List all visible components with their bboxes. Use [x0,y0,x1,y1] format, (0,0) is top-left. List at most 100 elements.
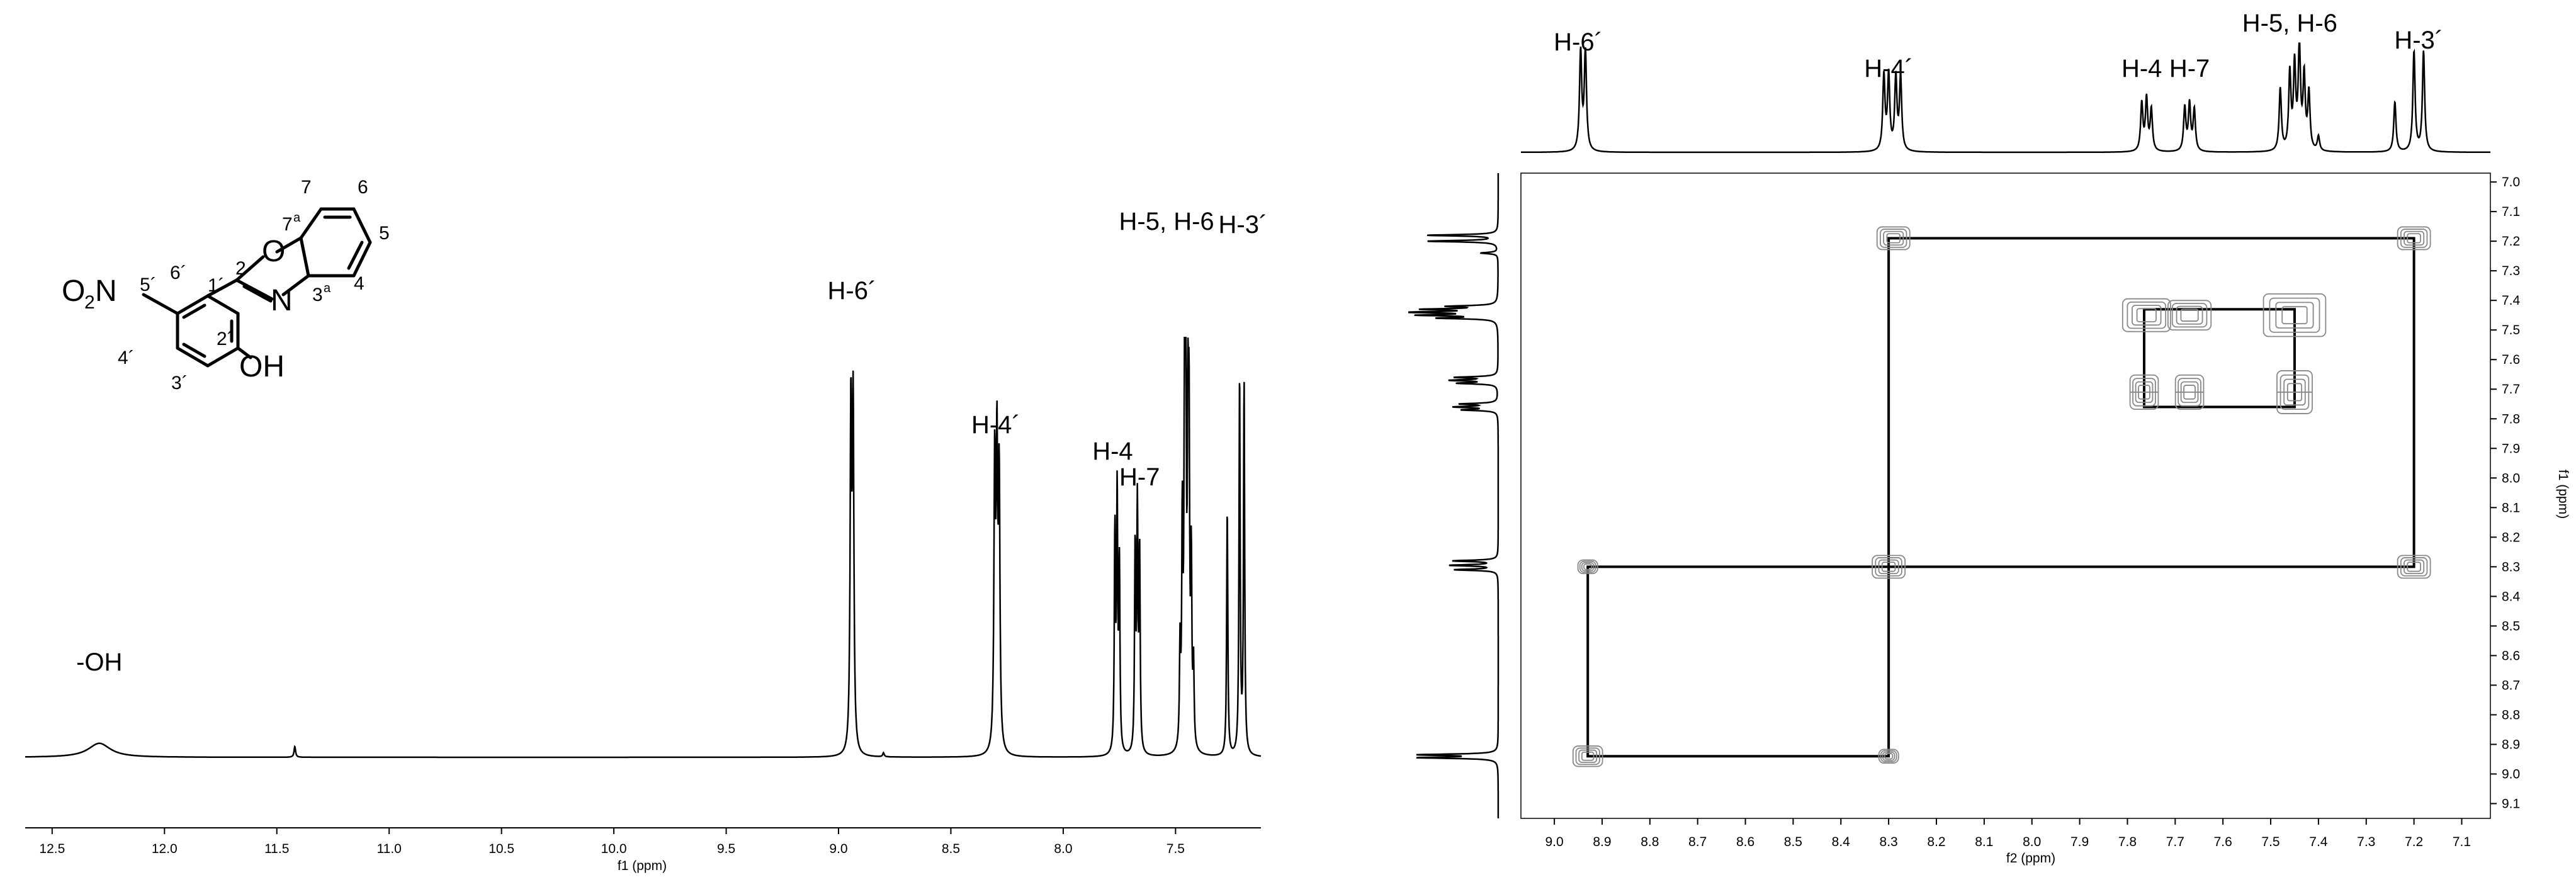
nitro-n-label: N [95,274,117,308]
f2-tick-label: 8.5 [1784,835,1802,849]
f1-tick-label: 11.0 [377,842,402,856]
contour-ring [2180,308,2199,322]
f1-tick-label: 7.5 [1167,842,1185,856]
cross-peak [1878,749,1899,764]
f2-axis-ticks [1554,818,2463,825]
peak-label: H-5, H-6 [1119,208,1214,235]
f1-tick-label: 7.3 [2502,264,2520,278]
f2-tick-label: 8.3 [1880,835,1898,849]
projection-peak-label: H-6´ [1554,28,1603,56]
f1-tick-label: 9.1 [2502,796,2520,811]
atom-label-6: 6 [358,177,368,198]
hydroxyl-label: OH [239,350,285,383]
projection-peak-label: H-7 [2169,55,2210,82]
contour-ring [2400,557,2428,577]
contour-ring [2176,305,2203,325]
f2-tick-label: 8.6 [1736,835,1754,849]
contour-ring [1579,560,1596,573]
contour-ring [1880,750,1897,762]
cross-peak [2174,374,2205,410]
atom-label-3prime: 3´ [171,373,188,393]
contour-ring [2275,302,2314,329]
molecule-structure: O 2 N 5´ 6´ 4´ 3´ 1´ 2´ OH 2 O N 7 a 3 a… [62,177,390,393]
peak-annotations: -OH H-6´ H-4´ H-4H-7 H-5, H-6 H-3´ [76,208,1267,676]
contour-ring [2407,562,2421,572]
atom-label-4: 4 [354,273,364,294]
contour-ring [2269,297,2320,333]
proton-nmr-spectrum: 12.5 12.0 11.5 11.0 10.5 10.0 9.5 9.0 8.5 8.0 7.5 … [25,208,1267,873]
f2-tick-label: 7.8 [2118,835,2137,849]
cross-peak [2276,370,2313,414]
projection-peak-label: H-4´ [1864,55,1913,82]
atom-label-4prime: 4´ [118,347,135,368]
cosy-spectrum: 9.0 8.9 8.8 8.7 8.6 8.5 8.4 8.3 8.2 8.1 8.0 7.9 7.8 7… [1408,9,2570,866]
projection-peak-label: H-3´ [2394,26,2443,54]
contour-ring [1581,751,1595,761]
f2-tick-label: 8.4 [1832,835,1851,849]
f1-axis-tick-labels: 7.0 7.1 7.2 7.3 7.4 7.5 7.6 7.7 7.8 7.9 8.0 8.1 8.2 8… [2502,175,2521,811]
contour-ring [1878,559,1899,575]
f2-tick-label: 7.3 [2357,835,2375,849]
f2-tick-label: 9.0 [1545,835,1564,849]
contour-ring [2136,308,2157,322]
f1-tick-label: 7.2 [2502,234,2520,249]
atom-label-5prime: 5´ [140,274,157,295]
f1-axis-ticks [2490,181,2497,805]
f1-tick-label: 10.5 [489,842,514,856]
f1-tick-label: 8.5 [942,842,960,856]
contour-ring [1878,749,1899,764]
atom-label-7a-superscript: a [293,211,301,225]
cross-peak [2129,374,2159,410]
peak-label: H-6´ [828,277,877,305]
f1-axis-title: f1 (ppm) [2556,470,2570,519]
f2-tick-label: 7.1 [2453,835,2471,849]
cosy-connection-lines [1586,237,2415,758]
f1-tick-label: 7.6 [2502,353,2520,367]
cross-peak [2397,226,2431,251]
contour-ring [2407,233,2421,244]
spectrum-trace [25,337,1262,759]
cosy-cross-peaks [1572,226,2431,767]
f1-tick-label: 8.3 [2502,560,2520,574]
f1-tick-label: 8.9 [2502,737,2520,752]
cosy-connection-box [1887,237,2415,568]
cosy-plot-frame [1520,172,2491,819]
f2-axis-tick-labels: 9.0 8.9 8.8 8.7 8.6 8.5 8.4 8.3 8.2 8.1 8.0 7.9 7.8 7… [1545,835,2471,849]
peak-label: H-4 [1092,438,1133,465]
contour-ring [2404,230,2425,246]
contour-ring [1876,226,1911,251]
projection-peak-label: H-4 [2121,55,2162,82]
contour-ring [1575,747,1600,766]
atom-label-2prime: 2´ [217,329,234,349]
f2-tick-label: 8.8 [1641,835,1659,849]
contour-ring [1577,559,1598,575]
cross-peak [2397,555,2431,579]
f1-tick-label: 8.1 [2502,500,2520,515]
left-projection-trace [1408,173,1500,818]
contour-ring [1882,751,1895,761]
f1-tick-label: 8.8 [2502,708,2520,722]
f1-tick-label: 7.4 [2502,293,2521,308]
f2-tick-label: 8.1 [1975,835,1993,849]
ring-oxygen-label: O [262,235,285,268]
contour-ring [1583,563,1593,570]
contour-ring [1872,555,1906,579]
contour-ring [2171,303,2208,328]
contour-ring [2281,306,2308,325]
atom-label-7a: 7 [282,214,293,235]
f1-tick-label: 8.5 [2502,619,2520,633]
cross-peak [2167,300,2212,331]
atom-label-7: 7 [301,177,312,198]
f1-tick-label: 8.7 [2502,678,2520,692]
peak-label: H-3´ [1219,211,1268,239]
contour-ring [1881,562,1896,572]
f1-tick-label: 12.0 [152,842,178,856]
f1-tick-label: 8.6 [2502,648,2520,663]
f1-axis-ticks [51,828,1177,834]
f1-tick-label: 9.0 [829,842,847,856]
f1-tick-label: 7.7 [2502,382,2520,397]
f2-tick-label: 8.7 [1688,835,1707,849]
f1-tick-label: 11.5 [264,842,289,856]
structure-bonds [142,207,372,368]
atom-label-2: 2 [235,258,246,279]
